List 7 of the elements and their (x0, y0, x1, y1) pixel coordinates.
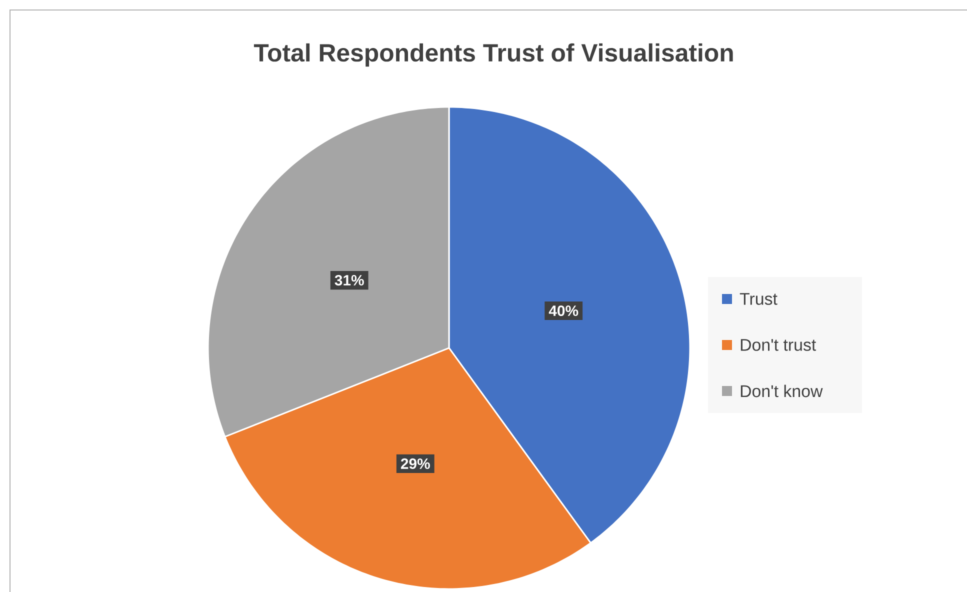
chart-title: Total Respondents Trust of Visualisation (254, 43, 733, 67)
legend-label: Trust (740, 293, 778, 305)
legend-label: Don't know (740, 384, 823, 398)
legend-label: Don't trust (740, 339, 816, 351)
data-label: 29% (400, 458, 430, 469)
data-label: 31% (334, 274, 364, 286)
data-label: 40% (548, 305, 578, 316)
